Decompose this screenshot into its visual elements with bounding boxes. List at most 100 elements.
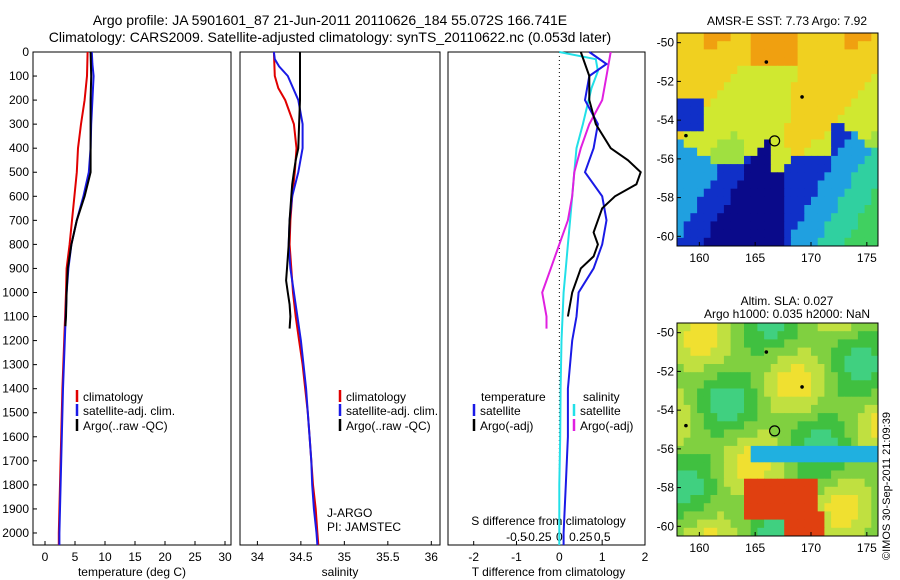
sst-map-cell [677, 213, 685, 222]
sst-map-cell [857, 90, 866, 99]
sla-map-cell [797, 355, 805, 365]
sla-map-cell [717, 331, 725, 340]
sst-map-cell [804, 139, 812, 149]
sst-map-cell [710, 229, 718, 239]
sst-map-cell [824, 90, 832, 99]
sla-map-cell [683, 323, 691, 332]
sst-map-cell [811, 90, 819, 99]
sst-map-cell [697, 65, 705, 75]
sst-map-cell [703, 90, 711, 99]
sla-map-cell [857, 380, 866, 389]
sla-map-cell [777, 380, 785, 389]
sla-map-cell [677, 511, 685, 521]
sst-map-cell [730, 33, 738, 42]
sla-map-cell [723, 478, 732, 488]
sst-map-cell [844, 180, 852, 190]
sla-map-cell [710, 511, 718, 521]
sla-map-cell [703, 429, 711, 439]
depth-tick-label: 500 [9, 165, 29, 179]
depth-tick-label: 1000 [2, 285, 29, 299]
sla-map-cell [723, 527, 732, 537]
sst-map-cell [784, 57, 792, 67]
sla-map-cell [831, 372, 839, 381]
sst-map-cell [871, 98, 879, 108]
sla-map-cell [790, 339, 799, 349]
sst-map-cell [824, 221, 832, 231]
sla-map-cell [737, 486, 745, 496]
sla-map-cell [757, 454, 765, 463]
sst-map-cell [797, 33, 805, 42]
sst-map-cell [797, 49, 805, 59]
sla-map-cell [817, 396, 825, 406]
sla-map-frame [676, 322, 879, 537]
depth-tick-label: 400 [9, 141, 29, 155]
sst-map-cell [817, 205, 825, 214]
sst-map-cell [677, 164, 685, 173]
temperature-difference-satellite-line [562, 51, 609, 545]
sst-lon-tick-label: 165 [745, 251, 765, 265]
sla-map-cell [797, 462, 805, 471]
sst-map-cell [710, 41, 718, 50]
sla-map-cell [690, 511, 698, 521]
sla-map-cell [857, 355, 866, 365]
sla-map-cell [790, 323, 799, 332]
sst-map-cell [764, 229, 772, 239]
sst-map-cell [824, 139, 832, 149]
sst-map-cell [844, 147, 852, 157]
sla-map-cell [817, 355, 825, 365]
sst-map-cell [804, 213, 812, 222]
sst-map-cell [871, 229, 879, 239]
sst-map-cell [864, 147, 872, 157]
sst-map-cell [703, 147, 711, 157]
sla-map-cell [770, 511, 778, 521]
sst-map-cell [764, 131, 772, 140]
sst-map-cell [777, 172, 785, 181]
sst-map-cell [844, 164, 852, 173]
sst-map-cell [710, 196, 718, 206]
difference-panel-frame [447, 51, 646, 546]
sst-map-cell [837, 65, 845, 75]
sla-map-cell [797, 380, 805, 389]
sst-map-cell [710, 114, 718, 124]
sla-map-cell [864, 331, 872, 340]
sla-map-cell [703, 445, 711, 455]
sst-map-cell [864, 188, 872, 198]
sst-map-cell [744, 131, 752, 140]
sst-map-cell [744, 221, 752, 231]
sla-map-cell [804, 421, 812, 430]
sst-map-cell [831, 172, 839, 181]
sla-map-cell [831, 404, 839, 414]
sst-map-cell [750, 155, 758, 165]
sla-lon-tick-label: 165 [745, 541, 765, 555]
sst-map-cell [790, 196, 799, 206]
sla-map-cell [737, 372, 745, 381]
sst-map-cell [811, 65, 819, 75]
sla-map-cell [817, 413, 825, 422]
sla-map-cell [864, 388, 872, 398]
sla-map-cell [864, 511, 872, 521]
sst-map-cell [737, 82, 745, 91]
sla-map-cell [723, 355, 732, 365]
sst-map-cell [744, 155, 752, 165]
sla-map-cell [690, 503, 698, 512]
sla-map-cell [677, 323, 685, 332]
sst-map-cell [844, 188, 852, 198]
sla-map-cell [804, 437, 812, 447]
sla-map-cell [764, 339, 772, 349]
sst-map-cell [777, 237, 785, 247]
sla-map-cell [764, 527, 772, 537]
sst-map-cell [811, 172, 819, 181]
sla-map-cell [837, 454, 845, 463]
sst-map-cell [750, 139, 758, 149]
sst-map-cell [723, 147, 732, 157]
sla-map-cell [717, 355, 725, 365]
sla-map-cell [790, 404, 799, 414]
sst-map-cell [744, 33, 752, 42]
sla-map-cell [737, 445, 745, 455]
difference-legend-salinity-argo: Argo(-adj) [580, 419, 633, 433]
sst-map-cell [864, 213, 872, 222]
sst-map-cell [764, 74, 772, 83]
sst-map-cell [677, 180, 685, 190]
sst-map-cell [677, 106, 685, 116]
